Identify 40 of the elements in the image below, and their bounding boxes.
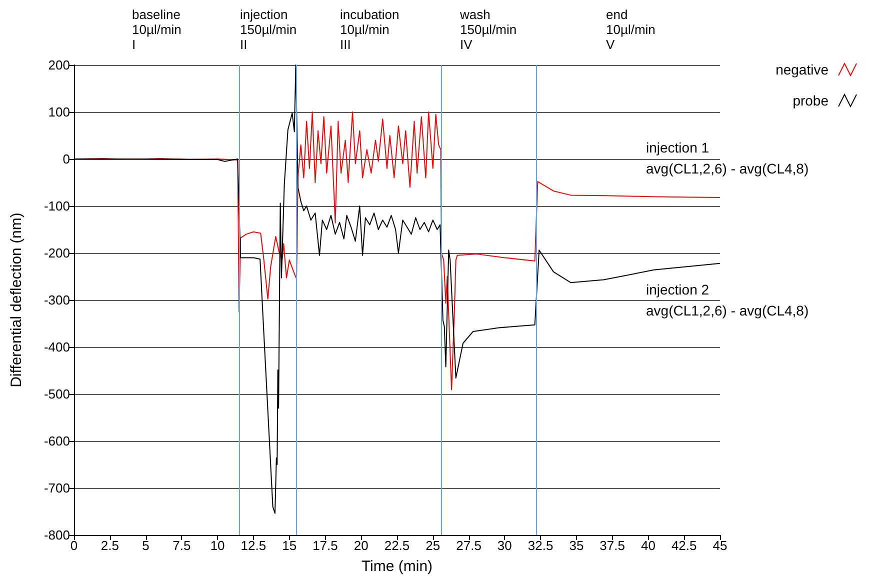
x-tick-label: 25 [426, 538, 440, 553]
x-tick-label: 32.5 [528, 538, 554, 553]
y-tick-label: 200 [48, 58, 70, 72]
text: end 10µl/min V [606, 7, 656, 52]
x-tick-label: 10 [210, 538, 225, 553]
x-tick-label: 15 [282, 538, 297, 553]
x-tick-label: 20 [354, 538, 368, 553]
x-tick-label: 7.5 [172, 538, 191, 553]
y-axis-title: Differential deflection (nm) [8, 212, 25, 388]
y-tick-label: -700 [44, 480, 70, 496]
x-tick-label: 27.5 [456, 538, 482, 553]
annotation: injection 2 avg(CL1,2,6) - avg(CL4,8) [646, 282, 809, 318]
x-tick-label: 30 [497, 538, 512, 553]
x-tick-label: 37.5 [600, 538, 625, 553]
y-tick-label: 0 [62, 152, 70, 166]
y-tick-label: 100 [48, 104, 70, 120]
y-tick-label: -200 [44, 246, 70, 260]
x-axis-title: Time (min) [361, 558, 433, 575]
x-tick-label: 12.5 [240, 538, 266, 553]
text: wash 150µl/min IV [459, 7, 517, 52]
legend-label: probe [792, 92, 829, 108]
x-tick-label: 5 [142, 538, 150, 553]
x-tick-label: 17.5 [312, 538, 338, 553]
y-tick-label: -800 [44, 528, 70, 542]
x-tick-label: 35 [569, 538, 584, 553]
legend-label: negative [776, 62, 829, 78]
annotation: injection 1 avg(CL1,2,6) - avg(CL4,8) [646, 140, 809, 176]
text: incubation 10µl/min III [340, 7, 400, 52]
x-tick-label: 22.5 [384, 538, 410, 553]
text: baseline 10µl/min I [132, 7, 182, 52]
y-tick-label: -500 [44, 386, 70, 402]
x-tick-label: 45 [712, 538, 728, 553]
text: injection 150µl/min II [240, 7, 297, 52]
x-tick-label: 42.5 [671, 538, 697, 553]
y-tick-label: -100 [44, 198, 70, 214]
y-tick-label: -400 [44, 340, 70, 354]
x-tick-label: 40 [640, 538, 656, 553]
x-tick-label: 2.5 [100, 538, 119, 553]
y-tick-label: -600 [44, 434, 70, 448]
y-tick-label: -300 [44, 292, 70, 308]
